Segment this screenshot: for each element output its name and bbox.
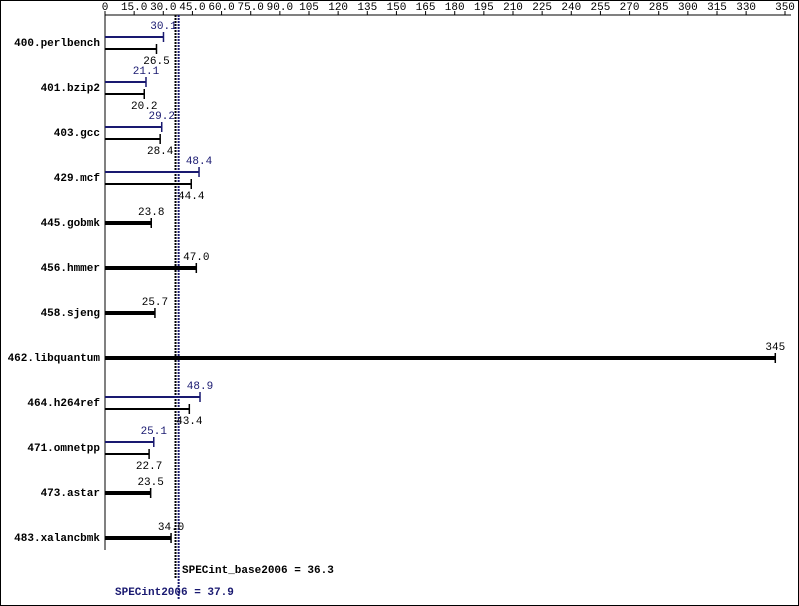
category-label: 471.omnetpp	[27, 443, 100, 455]
x-tick-label: 315	[707, 2, 727, 14]
value-label: 44.4	[178, 191, 205, 203]
x-tick-label: 240	[561, 2, 581, 14]
x-tick-label: 270	[620, 2, 640, 14]
x-tick-label: 210	[503, 2, 523, 14]
reference-label: SPECint2006 = 37.9	[115, 587, 234, 599]
x-tick-label: 330	[736, 2, 756, 14]
category-label: 456.hmmer	[41, 263, 100, 275]
x-tick-label: 350	[775, 2, 795, 14]
category-label: 483.xalancbmk	[14, 533, 100, 545]
category-label: 429.mcf	[54, 173, 101, 185]
reference-label: SPECint_base2006 = 36.3	[182, 565, 334, 577]
x-tick-label: 105	[299, 2, 319, 14]
x-tick-label: 30.0	[150, 2, 176, 14]
x-tick-label: 75.0	[238, 2, 264, 14]
value-label: 26.5	[143, 56, 169, 68]
value-label: 29.2	[149, 111, 175, 123]
value-label: 47.0	[183, 252, 209, 264]
value-label: 48.4	[186, 156, 213, 168]
category-label: 458.sjeng	[41, 308, 100, 320]
x-tick-label: 45.0	[179, 2, 205, 14]
value-label: 25.7	[142, 297, 168, 309]
value-label: 21.1	[133, 66, 160, 78]
x-tick-label: 90.0	[267, 2, 293, 14]
x-tick-label: 180	[445, 2, 465, 14]
value-label: 43.4	[176, 416, 203, 428]
value-label: 34.0	[158, 522, 184, 534]
x-tick-label: 0	[102, 2, 109, 14]
category-label: 473.astar	[41, 488, 100, 500]
x-tick-label: 150	[387, 2, 407, 14]
category-label: 445.gobmk	[41, 218, 101, 230]
value-label: 25.1	[141, 426, 168, 438]
x-tick-label: 285	[649, 2, 669, 14]
value-label: 48.9	[187, 381, 213, 393]
value-label: 20.2	[131, 101, 157, 113]
x-tick-label: 195	[474, 2, 494, 14]
x-tick-label: 60.0	[208, 2, 234, 14]
x-tick-label: 15.0	[121, 2, 147, 14]
x-tick-label: 300	[678, 2, 698, 14]
x-tick-label: 225	[532, 2, 552, 14]
category-label: 403.gcc	[54, 128, 100, 140]
value-label: 22.7	[136, 461, 162, 473]
value-label: 345	[765, 342, 785, 354]
value-label: 23.5	[137, 477, 163, 489]
category-label: 462.libquantum	[8, 353, 101, 365]
value-label: 30.1	[150, 21, 177, 33]
x-tick-label: 165	[416, 2, 436, 14]
x-tick-label: 135	[357, 2, 377, 14]
category-label: 464.h264ref	[27, 398, 100, 410]
x-tick-label: 255	[591, 2, 611, 14]
x-tick-label: 120	[328, 2, 348, 14]
category-label: 401.bzip2	[41, 83, 100, 95]
value-label: 28.4	[147, 146, 174, 158]
value-label: 23.8	[138, 207, 164, 219]
category-label: 400.perlbench	[14, 38, 100, 50]
